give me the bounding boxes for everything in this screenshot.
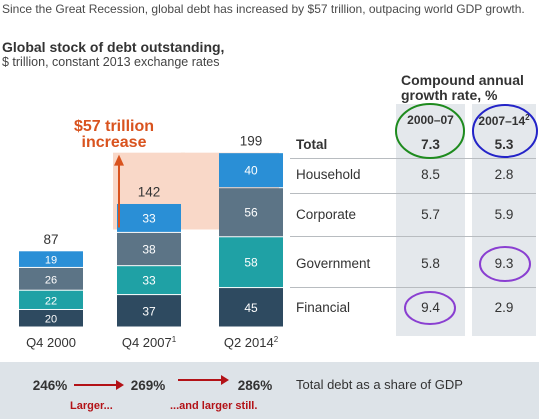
bar-value-label: 40 — [244, 164, 258, 178]
bar-segment-financial — [219, 288, 283, 327]
bar-segment-corporate — [117, 232, 181, 266]
cell-household-2000-07: 8.5 — [421, 167, 440, 182]
bar-segment-household — [117, 203, 181, 232]
table-col-header-2000-07: 2000–07 — [407, 113, 454, 127]
annotation-larger-still: ...and larger still. — [170, 400, 257, 412]
bar-segment-financial — [117, 295, 181, 327]
share-2014: 286% — [238, 378, 273, 393]
bar-total-label: 199 — [240, 134, 263, 149]
circle-financial-2000-07 — [404, 291, 456, 325]
table-title-line1: Compound annual — [401, 72, 524, 88]
bar-value-label: 33 — [142, 274, 156, 288]
category-label: Q4 20071 — [122, 335, 177, 350]
row-label-government: Government — [296, 256, 371, 271]
row-separator — [290, 158, 536, 159]
cell-corporate-2007-14: 5.9 — [494, 207, 514, 222]
increase-arrow-head — [114, 154, 124, 166]
header-note: Since the Great Recession, global debt h… — [2, 2, 525, 16]
row-separator — [290, 287, 536, 288]
bar-total-label: 87 — [43, 232, 58, 247]
bar-value-label: 38 — [142, 243, 156, 257]
row-label-total: Total — [296, 137, 328, 152]
bar-value-label: 22 — [45, 295, 57, 307]
row-separator — [290, 236, 536, 237]
footer-label: Total debt as a share of GDP — [296, 377, 463, 392]
bar-segment-corporate — [19, 267, 83, 290]
annotation-larger: Larger... — [70, 400, 113, 412]
circle-total-2007-14 — [472, 104, 538, 158]
cell-total-2000-07: 7.3 — [421, 137, 440, 152]
footer-arrow-1-head — [116, 380, 124, 390]
bar-value-label: 58 — [244, 256, 258, 270]
footer-band — [0, 362, 539, 419]
bar-segment-government — [19, 290, 83, 309]
increase-annotation-label: increase — [82, 134, 147, 151]
row-label-corporate: Corporate — [296, 207, 357, 222]
cell-government-2007-14: 9.3 — [494, 256, 514, 271]
bar-segment-financial — [19, 309, 83, 327]
table-title-line2: growth rate, % — [401, 87, 498, 103]
circle-government-2007-14 — [479, 246, 531, 282]
cell-financial-2007-14: 2.9 — [494, 300, 514, 315]
cell-government-2000-07: 5.8 — [421, 256, 440, 271]
bar-value-label: 26 — [45, 274, 57, 286]
bar-value-label: 45 — [244, 301, 258, 315]
bar-segment-government — [117, 266, 181, 295]
row-label-financial: Financial — [296, 300, 351, 315]
bar-value-label: 33 — [142, 211, 156, 225]
cell-total-2007-14: 5.3 — [494, 137, 514, 152]
bar-segment-household — [19, 251, 83, 267]
chart-subtitle: $ trillion, constant 2013 exchange rates — [2, 55, 220, 69]
bar-value-label: 56 — [244, 206, 258, 220]
increase-annotation-amount: $57 trillion — [74, 118, 154, 135]
circle-total-2000-07 — [395, 103, 465, 159]
bar-value-label: 19 — [45, 255, 57, 267]
table-col-header-2007-14: 2007–142 — [478, 113, 530, 128]
table-col-2007-14-bg — [472, 104, 536, 336]
bar-value-label: 37 — [142, 304, 156, 318]
category-label: Q4 2000 — [26, 335, 76, 350]
bar-total-label: 142 — [138, 184, 161, 199]
bar-segment-corporate — [219, 188, 283, 237]
bar-segment-household — [219, 153, 283, 188]
category-label: Q2 20142 — [224, 335, 279, 350]
row-label-household: Household — [296, 167, 361, 182]
bar-segment-government — [219, 237, 283, 288]
share-2007: 269% — [131, 378, 166, 393]
cell-household-2007-14: 2.8 — [494, 167, 514, 182]
bar-value-label: 20 — [45, 314, 57, 326]
chart-title: Global stock of debt outstanding, — [2, 39, 225, 55]
share-2000: 246% — [33, 378, 68, 393]
cell-corporate-2000-07: 5.7 — [421, 207, 440, 222]
cell-financial-2000-07: 9.4 — [421, 300, 440, 315]
footer-arrow-2-head — [221, 375, 229, 385]
table-col-2000-07-bg — [396, 104, 465, 336]
row-separator — [290, 193, 536, 194]
